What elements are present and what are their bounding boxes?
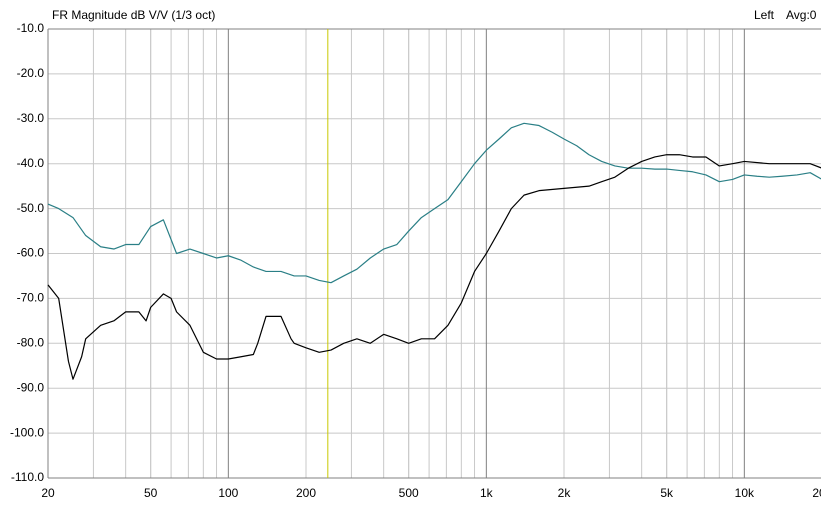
x-tick-label: 50 — [144, 486, 158, 500]
x-tick-label: 2k — [558, 486, 572, 500]
x-tick-label: 200 — [296, 486, 316, 500]
y-tick-label: -50.0 — [17, 201, 45, 215]
y-tick-label: -60.0 — [17, 246, 45, 260]
x-tick-label: 500 — [399, 486, 419, 500]
y-tick-label: -110.0 — [11, 470, 44, 484]
series-line — [47, 154, 821, 380]
x-tick-label: 20k — [812, 486, 821, 500]
average-label: Avg:0 — [786, 8, 817, 22]
chart-title: FR Magnitude dB V/V (1/3 oct) — [52, 8, 215, 22]
y-tick-label: -100.0 — [10, 425, 44, 439]
x-tick-label: 100 — [218, 486, 238, 500]
y-tick-label: -10.0 — [17, 21, 45, 35]
y-tick-label: -30.0 — [17, 111, 45, 125]
channel-label: Left — [754, 8, 775, 22]
y-tick-label: -90.0 — [17, 380, 45, 394]
x-tick-label: 1k — [480, 486, 494, 500]
y-tick-label: -20.0 — [17, 66, 45, 80]
x-tick-label: 10k — [735, 486, 755, 500]
y-tick-label: -70.0 — [17, 291, 45, 305]
y-tick-label: -40.0 — [17, 156, 45, 170]
y-tick-label: -80.0 — [17, 335, 45, 349]
series-line — [47, 122, 821, 284]
x-tick-label: 5k — [660, 486, 674, 500]
x-tick-label: 20 — [41, 486, 55, 500]
